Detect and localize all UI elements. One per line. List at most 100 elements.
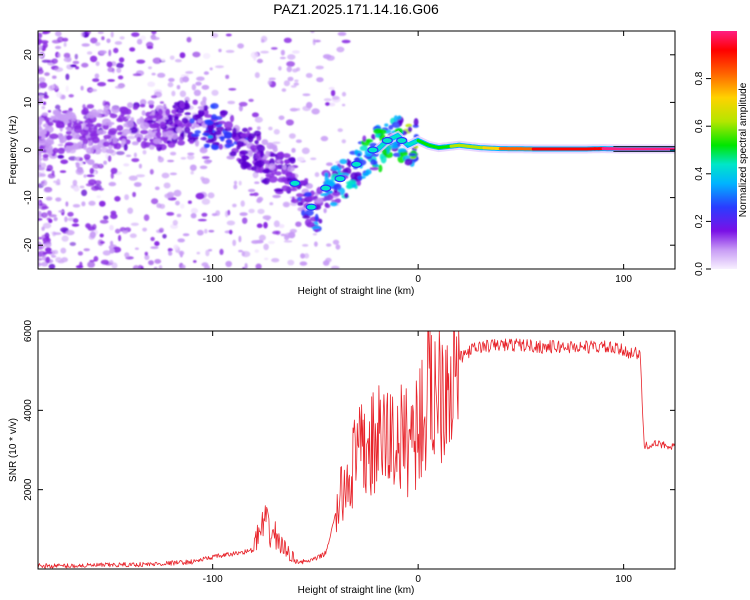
heatmap-cell [251, 112, 259, 118]
heatmap-cell [280, 49, 285, 56]
heatmap-cell [247, 127, 253, 131]
heatmap-cell [64, 216, 68, 223]
heatmap-cell [124, 252, 130, 258]
heatmap-cell [343, 192, 349, 199]
heatmap-cell [215, 210, 221, 217]
heatmap-cell [273, 129, 280, 135]
heatmap-cell [108, 260, 114, 265]
heatmap-cell [109, 224, 114, 231]
heatmap-cell [354, 149, 359, 155]
heatmap-cell [77, 251, 83, 256]
heatmap-cell [320, 193, 329, 197]
heatmap-cell [184, 126, 191, 134]
heatmap-cell [282, 164, 287, 170]
heatmap-cell [208, 229, 215, 233]
heatmap-cell [147, 100, 155, 105]
heatmap-cell [328, 86, 335, 90]
heatmap-cell [225, 74, 230, 79]
heatmap-cell [105, 148, 115, 154]
heatmap-cell [262, 169, 269, 174]
heatmap-cell [200, 176, 205, 181]
heatmap-cell [85, 223, 91, 229]
heatmap-cell [280, 233, 286, 237]
heatmap-cell [211, 114, 218, 121]
heatmap-cell [41, 179, 48, 186]
heatmap-cell [413, 118, 419, 127]
heatmap-cell [254, 116, 263, 123]
heatmap-cell [254, 140, 259, 145]
heatmap-cell [60, 247, 67, 254]
heatmap-cell [72, 218, 79, 224]
heatmap-cell [99, 50, 107, 54]
heatmap-cell [83, 153, 91, 161]
heatmap-cell [174, 102, 180, 105]
x-tick-label: -100 [203, 274, 223, 285]
heatmap-cell [295, 221, 302, 227]
heatmap-cell [305, 209, 314, 216]
heatmap-cell [159, 121, 166, 129]
heatmap-cell [53, 232, 62, 236]
heatmap-cell [181, 117, 189, 124]
heatmap-cell [41, 212, 48, 219]
heatmap-cell [357, 152, 361, 157]
heatmap-cell [65, 85, 69, 93]
heatmap-cell [187, 131, 194, 140]
heatmap-cell [129, 233, 137, 238]
heatmap-cell [330, 165, 340, 171]
heatmap-cell [204, 120, 214, 126]
heatmap-cell [130, 222, 139, 226]
heatmap-cell [87, 141, 92, 147]
heatmap-cell [38, 139, 42, 147]
heatmap-cell [52, 75, 57, 79]
heatmap-cell [96, 109, 104, 114]
heatmap-cell [97, 239, 104, 246]
heatmap-cell [179, 251, 183, 258]
heatmap-cell [82, 138, 88, 145]
heatmap-cell [248, 98, 254, 102]
heatmap-cell [332, 239, 340, 245]
heatmap-cell [176, 213, 182, 218]
heatmap-cell [254, 249, 260, 253]
heatmap-cell [282, 201, 291, 208]
heatmap-cell [286, 66, 292, 73]
heatmap-cell [256, 144, 265, 153]
heatmap-cell [187, 152, 195, 156]
heatmap-cell [154, 241, 160, 247]
heatmap-cell [86, 31, 91, 35]
heatmap-cell [238, 101, 248, 107]
heatmap-cell [133, 182, 142, 187]
heatmap-cell [212, 122, 220, 126]
heatmap-cell [133, 152, 137, 158]
heatmap-cell [332, 191, 341, 197]
heatmap-cell [38, 92, 45, 96]
heatmap-cell [130, 117, 135, 123]
heatmap-cell [171, 132, 178, 140]
heatmap-cell [357, 175, 363, 181]
heatmap-cell [142, 227, 148, 232]
heatmap-cell [315, 65, 324, 70]
heatmap-cell [110, 240, 114, 246]
heatmap-cell [305, 196, 314, 202]
heatmap-cell [242, 217, 248, 224]
spectrogram-y-axis-label: Frequency (Hz) [8, 116, 19, 185]
heatmap-cell [398, 119, 403, 127]
heatmap-cell [113, 47, 119, 54]
colorbar-tick-label: 0.6 [694, 119, 705, 133]
heatmap-cell [138, 163, 142, 169]
heatmap-cell [38, 85, 41, 90]
heatmap-cell [365, 169, 372, 175]
heatmap-cell [90, 134, 98, 139]
heatmap-cell [158, 108, 163, 116]
heatmap-cell [106, 61, 113, 68]
heatmap-cell [299, 261, 308, 266]
heatmap-cell [48, 263, 56, 269]
heatmap-cell [239, 212, 248, 217]
heatmap-cell [99, 219, 109, 224]
heatmap-cell [399, 151, 409, 157]
heatmap-cell [132, 265, 140, 269]
heatmap-cell [108, 49, 112, 57]
heatmap-cell [263, 221, 268, 229]
heatmap-cell [278, 115, 285, 121]
heatmap-cell [38, 117, 45, 123]
y-tick-label: 0 [23, 147, 34, 153]
